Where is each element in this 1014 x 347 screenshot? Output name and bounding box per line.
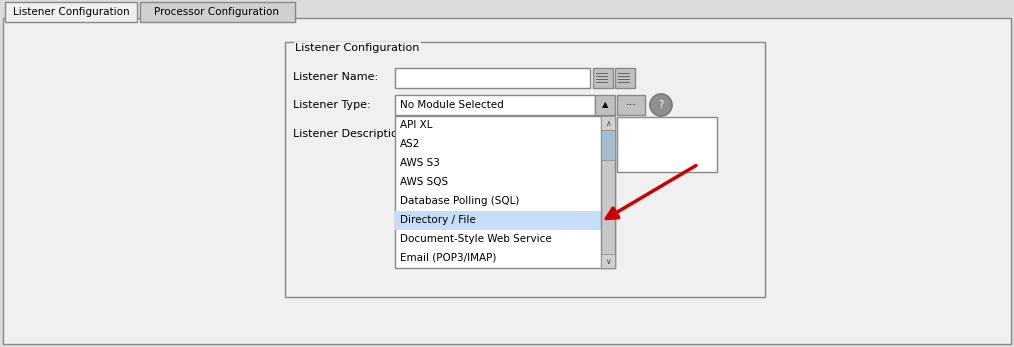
Text: No Module Selected: No Module Selected (400, 100, 504, 110)
Text: Document-Style Web Service: Document-Style Web Service (400, 234, 552, 244)
Bar (595, 95, 615, 115)
Text: ∨: ∨ (605, 256, 610, 265)
Bar (395, 116, 615, 268)
Bar (140, 2, 295, 22)
Bar (395, 211, 601, 230)
Text: Directory / File: Directory / File (400, 215, 476, 225)
Bar (5, 2, 137, 22)
Bar (601, 254, 615, 268)
Bar (617, 117, 717, 172)
Bar (601, 130, 615, 160)
Bar (601, 116, 615, 130)
Bar (395, 68, 590, 88)
Text: AWS S3: AWS S3 (400, 158, 440, 168)
Bar (601, 116, 615, 268)
Text: AS2: AS2 (400, 139, 421, 149)
Text: Processor Configuration: Processor Configuration (154, 7, 280, 17)
Text: AWS SQS: AWS SQS (400, 177, 448, 187)
Text: Listener Configuration: Listener Configuration (295, 43, 420, 53)
Text: Listener Type:: Listener Type: (293, 100, 371, 110)
Text: ···: ··· (626, 100, 637, 110)
Bar (395, 95, 595, 115)
Text: Database Polling (SQL): Database Polling (SQL) (400, 196, 519, 206)
Text: Listener Name:: Listener Name: (293, 72, 378, 82)
Text: ∧: ∧ (605, 118, 610, 127)
Text: Listener Description:: Listener Description: (293, 129, 409, 139)
Bar (593, 68, 613, 88)
Circle shape (650, 94, 672, 116)
Text: API XL: API XL (400, 120, 433, 130)
Text: Listener Configuration: Listener Configuration (13, 7, 130, 17)
Bar (285, 42, 765, 297)
Text: Email (POP3/IMAP): Email (POP3/IMAP) (400, 253, 497, 263)
Text: ?: ? (658, 100, 663, 110)
Text: ▲: ▲ (601, 101, 608, 110)
Bar (617, 95, 645, 115)
Bar (615, 68, 635, 88)
